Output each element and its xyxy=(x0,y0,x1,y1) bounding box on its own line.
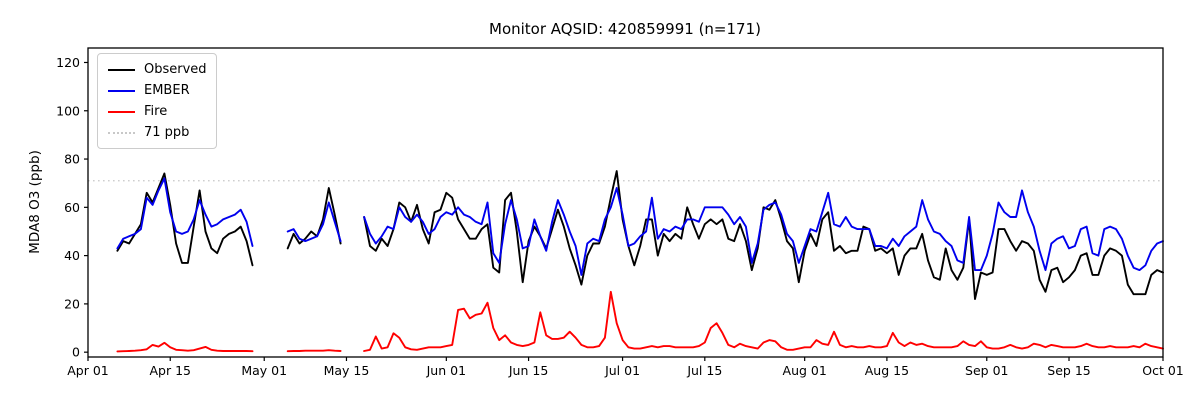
y-tick-label: 100 xyxy=(56,103,80,118)
plot-border xyxy=(87,47,1164,358)
x-tick-label: May 01 xyxy=(241,363,287,378)
x-tick-label: Jul 01 xyxy=(604,363,640,378)
legend-item-fire: Fire xyxy=(108,104,206,119)
chart-generated-layer: 0 20 40 60 80 100 120 Apr 01 Apr 15 May 01 May 15 J… xyxy=(56,55,1184,378)
x-tick-label: Aug 01 xyxy=(783,363,827,378)
threshold-line-sample xyxy=(108,131,135,134)
observed-line xyxy=(116,170,1164,301)
x-tick-label: Apr 01 xyxy=(67,363,109,378)
observed-line-sample xyxy=(108,68,135,71)
y-tick-label: 60 xyxy=(64,200,80,215)
fire-line-sample xyxy=(108,110,135,113)
legend-label-ember: EMBER xyxy=(144,83,190,98)
legend-label-fire: Fire xyxy=(144,104,168,119)
x-tick-label: Jun 15 xyxy=(508,363,548,378)
y-axis-label: MDA8 O3 (ppb) xyxy=(27,150,43,254)
x-tick-label: Jun 01 xyxy=(426,363,466,378)
y-tick-label: 80 xyxy=(64,152,80,167)
x-tick-label: Jul 15 xyxy=(686,363,722,378)
x-tick-label: Sep 15 xyxy=(1047,363,1090,378)
x-tick-label: Aug 15 xyxy=(865,363,909,378)
y-tick-label: 0 xyxy=(72,345,80,360)
legend-label-threshold: 71 ppb xyxy=(144,125,190,140)
legend-item-ember: EMBER xyxy=(108,83,206,98)
x-tick-label: Sep 01 xyxy=(965,363,1008,378)
fire-line xyxy=(116,290,1164,353)
y-tick-label: 120 xyxy=(56,55,80,70)
legend: Observed EMBER Fire 71 ppb xyxy=(97,53,217,149)
ember-line-sample xyxy=(108,89,135,92)
x-tick-label: Oct 01 xyxy=(1142,363,1184,378)
legend-label-observed: Observed xyxy=(144,62,207,77)
y-tick-label: 20 xyxy=(64,296,80,311)
ember-line xyxy=(116,177,1164,276)
x-tick-label: May 15 xyxy=(324,363,370,378)
x-tick-label: Apr 15 xyxy=(149,363,191,378)
y-tick-label: 40 xyxy=(64,248,80,263)
legend-item-threshold: 71 ppb xyxy=(108,125,206,140)
chart-title: Monitor AQSID: 420859991 (n=171) xyxy=(489,20,761,38)
legend-item-observed: Observed xyxy=(108,62,207,77)
